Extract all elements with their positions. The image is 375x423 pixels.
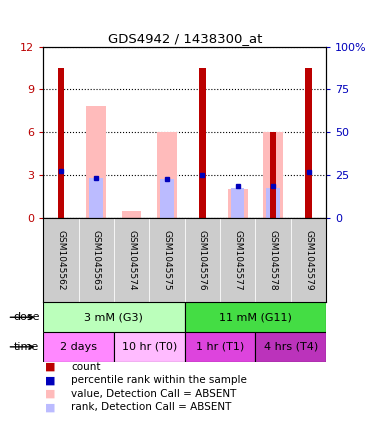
Text: GSM1045575: GSM1045575 — [162, 230, 171, 291]
Text: GSM1045576: GSM1045576 — [198, 230, 207, 291]
Text: ■: ■ — [45, 389, 56, 399]
Bar — [263, 132, 283, 218]
Bar — [267, 188, 280, 218]
Text: dose: dose — [13, 312, 39, 322]
Bar — [43, 332, 114, 362]
Text: GSM1045562: GSM1045562 — [56, 230, 65, 291]
Bar — [87, 107, 106, 218]
Text: 2 days: 2 days — [60, 342, 97, 352]
Bar — [199, 68, 206, 218]
Bar — [291, 218, 326, 302]
Text: count: count — [71, 362, 101, 372]
Text: time: time — [14, 342, 39, 352]
Text: ■: ■ — [45, 375, 56, 385]
Text: 11 mM (G11): 11 mM (G11) — [219, 312, 292, 322]
Text: 1 hr (T1): 1 hr (T1) — [196, 342, 244, 352]
Bar — [184, 218, 220, 302]
Text: GSM1045563: GSM1045563 — [92, 230, 101, 291]
Bar — [114, 218, 149, 302]
Text: ■: ■ — [45, 402, 56, 412]
Text: 10 hr (T0): 10 hr (T0) — [122, 342, 177, 352]
Bar — [78, 218, 114, 302]
Bar — [157, 132, 177, 218]
Bar — [255, 332, 326, 362]
Text: rank, Detection Call = ABSENT: rank, Detection Call = ABSENT — [71, 402, 232, 412]
Text: 3 mM (G3): 3 mM (G3) — [84, 312, 143, 322]
Bar — [220, 218, 255, 302]
Bar — [58, 68, 64, 218]
Bar — [231, 188, 244, 218]
Text: GSM1045579: GSM1045579 — [304, 230, 313, 291]
Bar — [122, 211, 141, 218]
Text: GSM1045578: GSM1045578 — [268, 230, 278, 291]
Bar — [160, 179, 174, 218]
Bar — [43, 218, 78, 302]
Bar — [228, 190, 248, 218]
Text: percentile rank within the sample: percentile rank within the sample — [71, 375, 247, 385]
Text: GSM1045574: GSM1045574 — [127, 230, 136, 291]
Bar — [149, 218, 184, 302]
Text: 4 hrs (T4): 4 hrs (T4) — [264, 342, 318, 352]
Bar — [270, 132, 276, 218]
Text: GSM1045577: GSM1045577 — [233, 230, 242, 291]
Bar — [255, 218, 291, 302]
Bar — [184, 332, 255, 362]
Bar — [43, 302, 184, 332]
Text: ■: ■ — [45, 362, 56, 372]
Text: value, Detection Call = ABSENT: value, Detection Call = ABSENT — [71, 389, 237, 399]
Bar — [184, 302, 326, 332]
Bar — [114, 332, 184, 362]
Bar — [305, 68, 312, 218]
Title: GDS4942 / 1438300_at: GDS4942 / 1438300_at — [108, 33, 262, 45]
Bar — [90, 178, 103, 218]
